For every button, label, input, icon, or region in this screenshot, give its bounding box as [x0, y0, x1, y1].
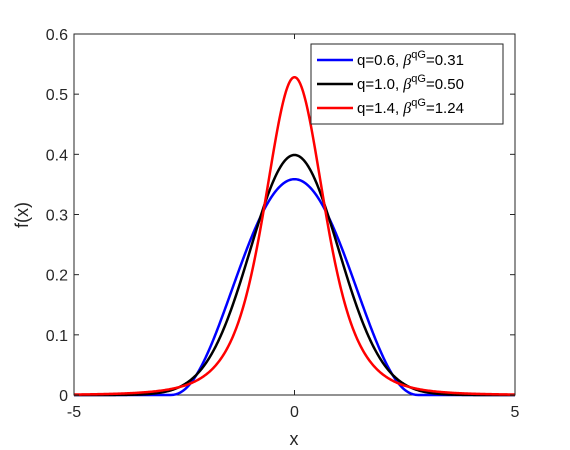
y-tick-label: 0.2	[46, 268, 68, 285]
x-axis-title: x	[290, 429, 299, 449]
y-axis-title: f(x)	[12, 202, 32, 228]
x-tick-label: 0	[290, 404, 299, 421]
axis-ticks: -5 0 500.10.20.30.40.50.6	[46, 27, 520, 421]
x-tick-label: 5	[511, 404, 520, 421]
legend-entry-label: q=1.0, βqG=0.50	[357, 73, 464, 93]
y-tick-label: 0.4	[46, 147, 68, 164]
y-tick-label: 0.3	[46, 208, 68, 225]
y-tick-label: 0.5	[46, 87, 68, 104]
curves	[73, 75, 516, 397]
legend: q=0.6, βqG=0.31 q=1.0, βqG=0.50 q=1.4, βqG…	[310, 43, 504, 125]
y-tick-label: 0.6	[46, 27, 68, 44]
x-tick-label: -5	[67, 404, 81, 421]
y-tick-label: 0	[59, 388, 68, 405]
legend-entry-label: q=1.4, βqG=1.24	[357, 97, 464, 117]
y-tick-label: 0.1	[46, 328, 68, 345]
curve-q-0-6	[73, 177, 516, 397]
curve-q-1	[73, 153, 516, 397]
legend-entry-label: q=0.6, βqG=0.31	[357, 49, 464, 69]
curve-q-1-4	[73, 75, 516, 396]
